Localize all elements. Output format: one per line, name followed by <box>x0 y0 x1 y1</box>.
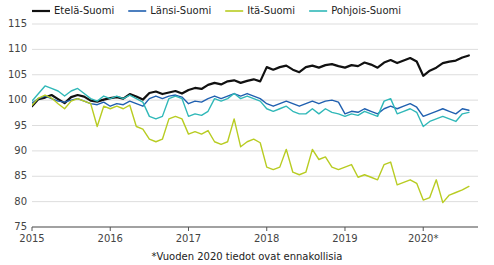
legend-swatch <box>32 10 50 12</box>
grid-line <box>32 74 478 75</box>
y-tick-label: 85 <box>14 170 27 181</box>
x-tick <box>188 227 189 231</box>
grid-line <box>32 227 478 228</box>
y-tick-label: 80 <box>14 196 27 207</box>
y-tick-label: 75 <box>14 221 27 232</box>
footnote: *Vuoden 2020 tiedot ovat ennakollisia <box>152 251 343 262</box>
grid-line <box>32 150 478 151</box>
grid-line <box>32 125 478 126</box>
x-tick-label: 2019 <box>332 233 357 244</box>
series-line <box>32 55 469 106</box>
legend-label: Etelä-Suomi <box>54 5 114 16</box>
legend-label: Pohjois-Suomi <box>331 5 401 16</box>
x-tick <box>110 227 111 231</box>
x-tick <box>266 227 267 231</box>
y-tick-label: 115 <box>8 18 27 29</box>
chart: 75 80 85 90 95 100 105 110 115 2015 2016 2017 2018 20… <box>0 0 494 265</box>
x-tick <box>423 227 424 231</box>
x-tick-label: 2018 <box>254 233 279 244</box>
x-tick <box>32 227 33 231</box>
legend-label: Itä-Suomi <box>247 5 295 16</box>
series-line <box>32 86 469 127</box>
legend-swatch <box>309 10 327 12</box>
y-tick-label: 110 <box>8 43 27 54</box>
y-tick-label: 100 <box>8 94 27 105</box>
y-tick-label: 95 <box>14 120 27 131</box>
grid-line <box>32 24 478 25</box>
x-axis-line <box>32 227 478 228</box>
legend-swatch <box>128 10 146 12</box>
y-tick-label: 90 <box>14 145 27 156</box>
x-tick-label: 2020* <box>408 233 438 244</box>
grid <box>32 24 478 227</box>
legend-label: Länsi-Suomi <box>150 5 211 16</box>
x-tick-label: 2015 <box>19 233 44 244</box>
legend: Etelä-Suomi Länsi-Suomi Itä-Suomi Pohjois-S… <box>32 5 401 16</box>
grid-line <box>32 201 478 202</box>
grid-line <box>32 176 478 177</box>
lines <box>32 55 469 202</box>
x-tick-label: 2017 <box>176 233 201 244</box>
x-tick <box>344 227 345 231</box>
y-tick-label: 105 <box>8 69 27 80</box>
legend-swatch <box>225 10 243 12</box>
grid-line <box>32 49 478 50</box>
x-tick-label: 2016 <box>98 233 123 244</box>
